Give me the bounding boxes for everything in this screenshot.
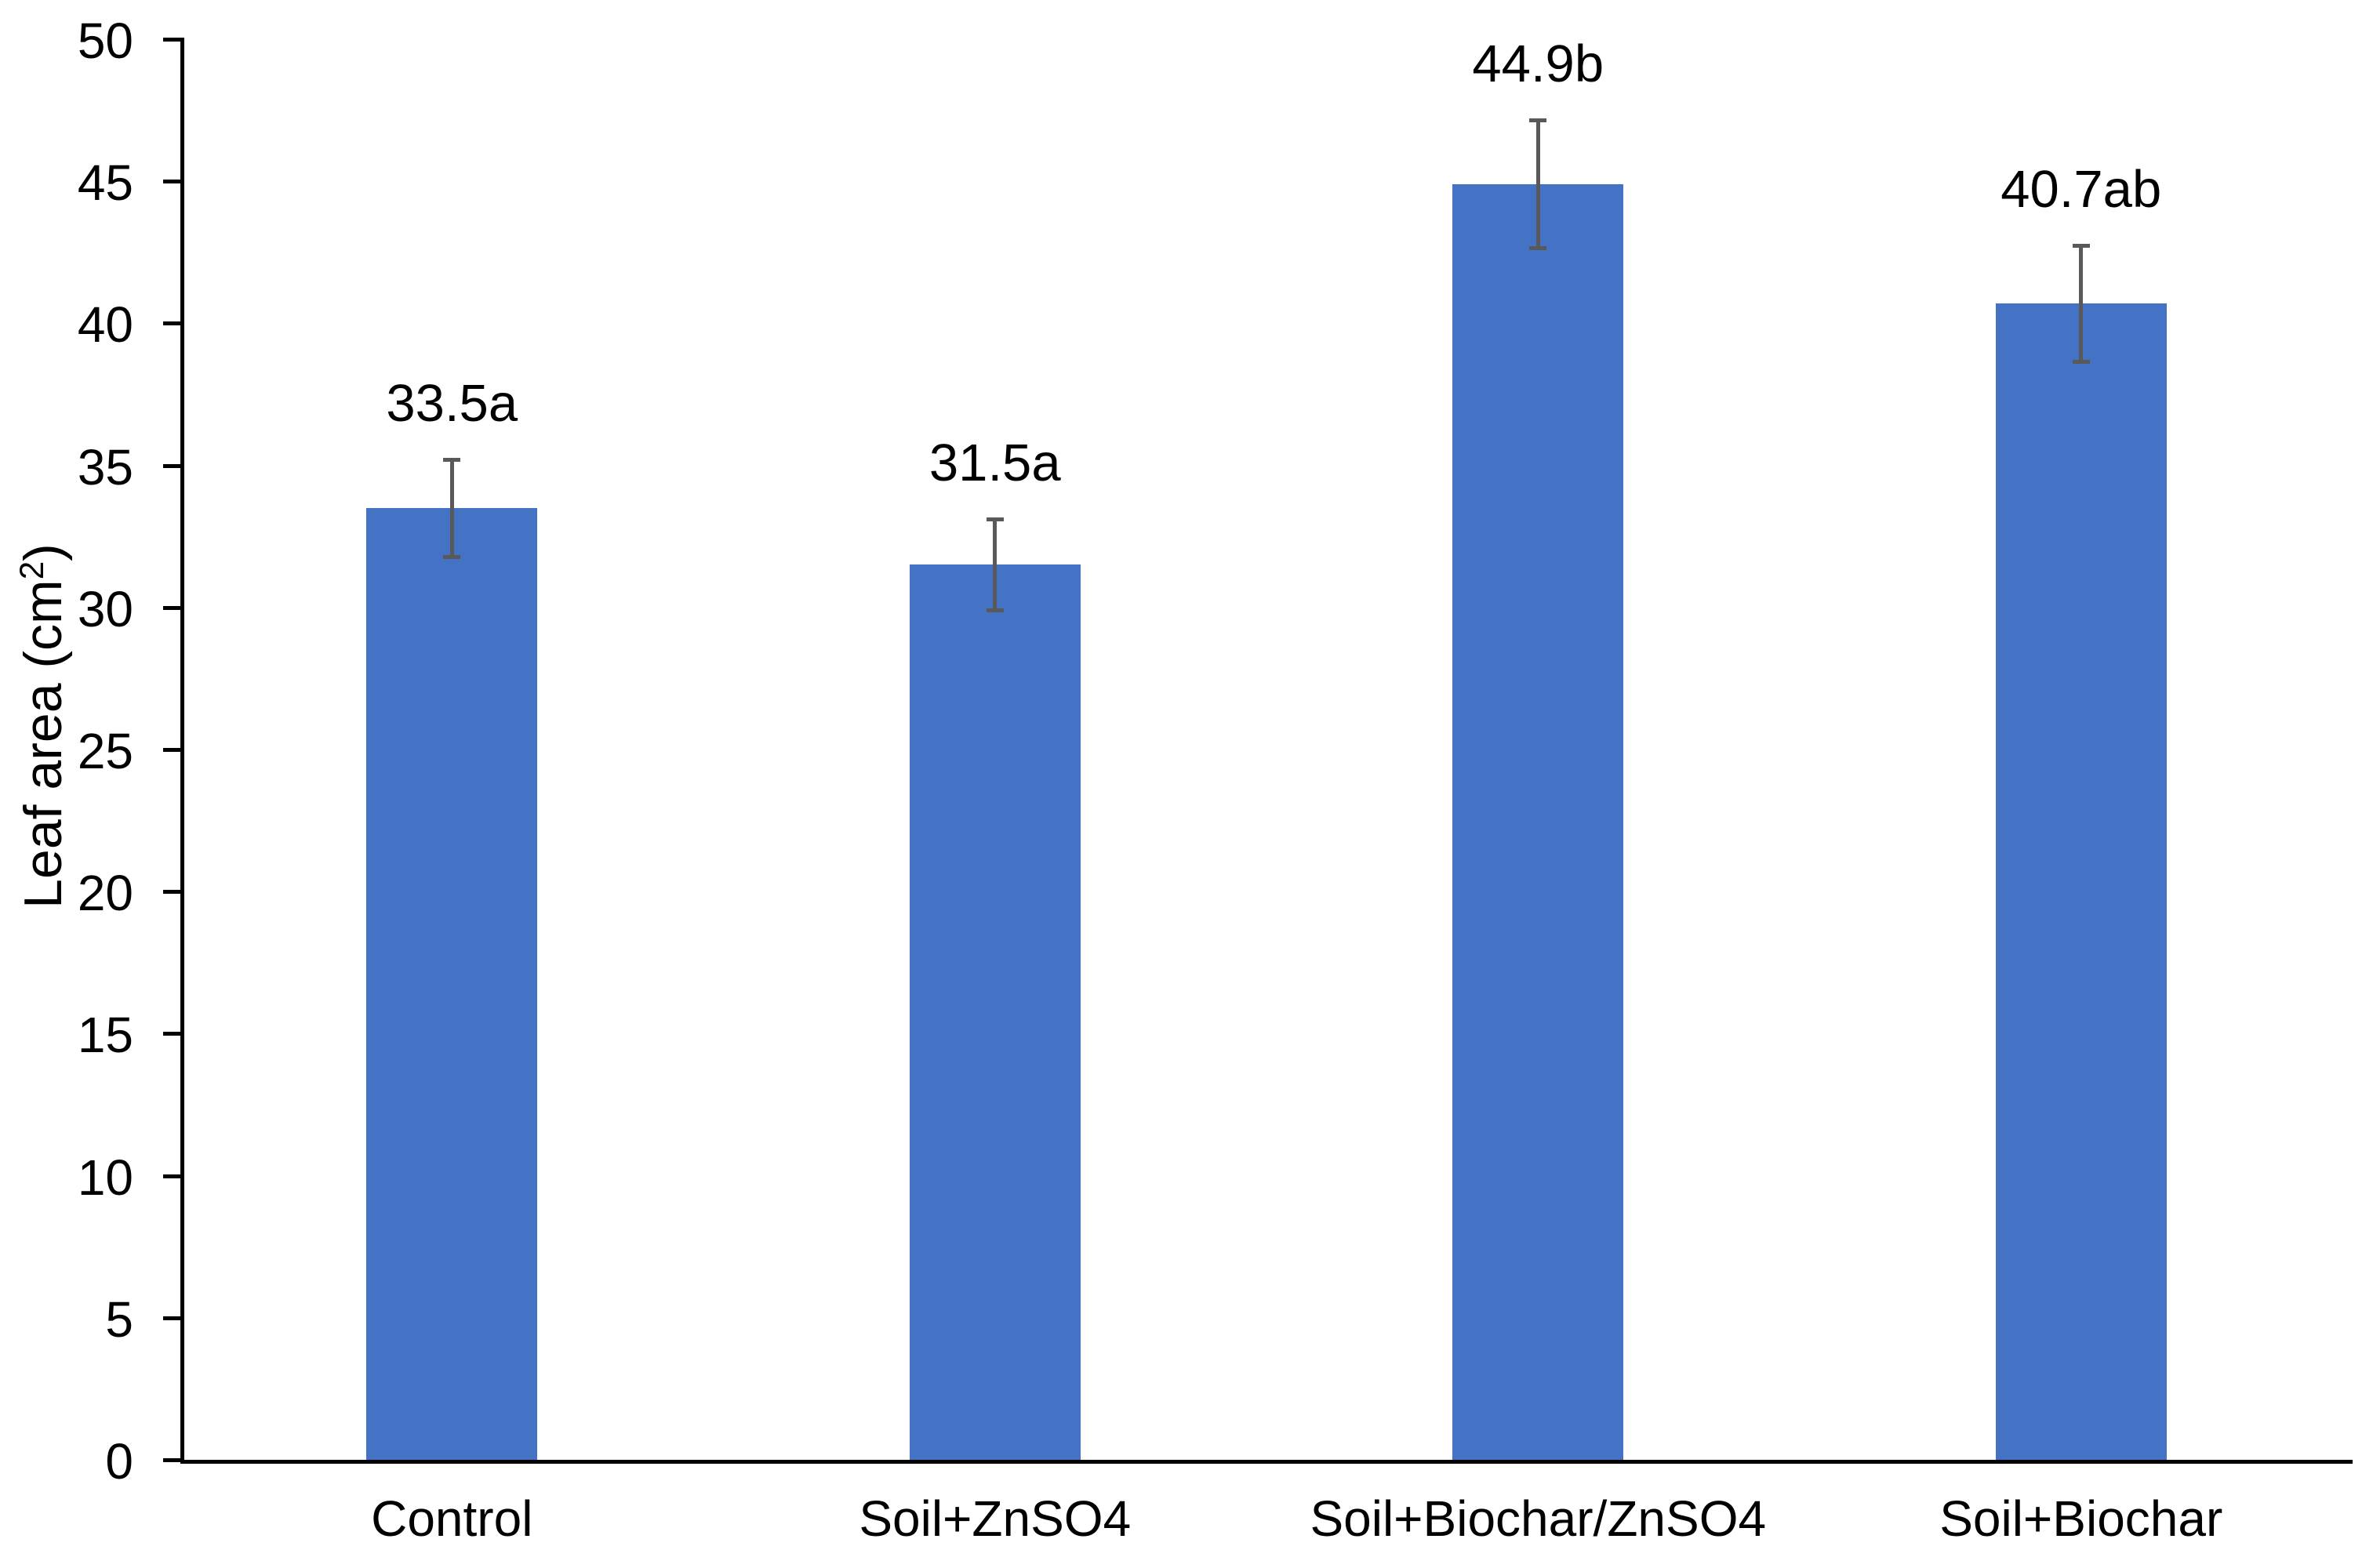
category-label: Soil+ZnSO4 bbox=[859, 1490, 1132, 1547]
y-axis-title: Leaf area (cm2) bbox=[13, 543, 73, 909]
bar bbox=[1452, 183, 1624, 1460]
y-tick-label: 30 bbox=[77, 580, 133, 637]
data-label: 33.5a bbox=[386, 374, 518, 434]
bar bbox=[909, 564, 1081, 1460]
error-bar-stem bbox=[993, 519, 998, 611]
y-axis-title-superscript: 2 bbox=[13, 561, 50, 580]
error-bar-stem bbox=[449, 459, 454, 557]
data-label: 40.7ab bbox=[2001, 159, 2162, 219]
y-tick-label: 5 bbox=[105, 1290, 133, 1348]
data-label: 31.5a bbox=[928, 434, 1061, 493]
y-axis-tick bbox=[163, 180, 180, 184]
y-tick-label: 10 bbox=[77, 1149, 133, 1206]
y-tick-label: 50 bbox=[77, 13, 133, 69]
error-bar-bottom-cap bbox=[1529, 246, 1547, 251]
error-bar-bottom-cap bbox=[443, 554, 461, 559]
y-axis-tick bbox=[163, 1174, 180, 1178]
y-tick-label: 45 bbox=[77, 154, 133, 212]
y-tick-label: 20 bbox=[77, 865, 133, 922]
error-bar-top-cap bbox=[2072, 243, 2090, 248]
error-bar-bottom-cap bbox=[986, 608, 1004, 613]
error-bar-top-cap bbox=[986, 517, 1004, 522]
category-label: Control bbox=[371, 1490, 533, 1547]
x-axis-line bbox=[180, 1460, 2353, 1464]
y-axis-tick bbox=[163, 1032, 180, 1036]
y-axis-title-suffix: ) bbox=[13, 543, 73, 561]
y-axis-tick bbox=[163, 321, 180, 326]
data-label: 44.9b bbox=[1472, 34, 1604, 94]
y-axis-tick bbox=[163, 463, 180, 468]
y-tick-label: 25 bbox=[77, 723, 133, 779]
y-axis-line bbox=[180, 38, 184, 1462]
y-axis-tick bbox=[163, 38, 180, 42]
error-bar-bottom-cap bbox=[2072, 360, 2090, 365]
y-axis-tick bbox=[163, 605, 180, 610]
bar bbox=[366, 507, 538, 1460]
error-bar-top-cap bbox=[443, 458, 461, 463]
y-tick-label: 35 bbox=[77, 438, 133, 495]
error-bar-stem bbox=[2079, 245, 2084, 362]
y-axis-tick bbox=[163, 890, 180, 895]
y-axis-tick bbox=[163, 748, 180, 752]
category-label: Soil+Biochar bbox=[1939, 1490, 2223, 1547]
y-axis-tick bbox=[163, 1316, 180, 1320]
error-bar-stem bbox=[1535, 120, 1540, 249]
error-bar-top-cap bbox=[1529, 118, 1547, 123]
y-axis-title-text: Leaf area (cm bbox=[13, 579, 73, 909]
y-tick-label: 40 bbox=[77, 296, 133, 354]
category-label: Soil+Biochar/ZnSO4 bbox=[1310, 1490, 1767, 1547]
y-tick-label: 0 bbox=[105, 1433, 133, 1490]
y-tick-label: 15 bbox=[77, 1007, 133, 1064]
y-axis-tick bbox=[163, 1458, 180, 1462]
bar bbox=[1995, 303, 2167, 1460]
